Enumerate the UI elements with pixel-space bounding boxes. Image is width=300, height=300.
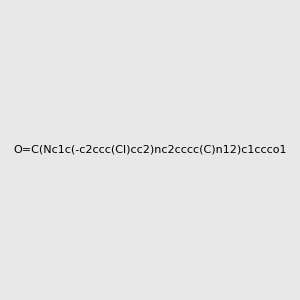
Text: O=C(Nc1c(-c2ccc(Cl)cc2)nc2cccc(C)n12)c1ccco1: O=C(Nc1c(-c2ccc(Cl)cc2)nc2cccc(C)n12)c1c…: [13, 145, 287, 155]
